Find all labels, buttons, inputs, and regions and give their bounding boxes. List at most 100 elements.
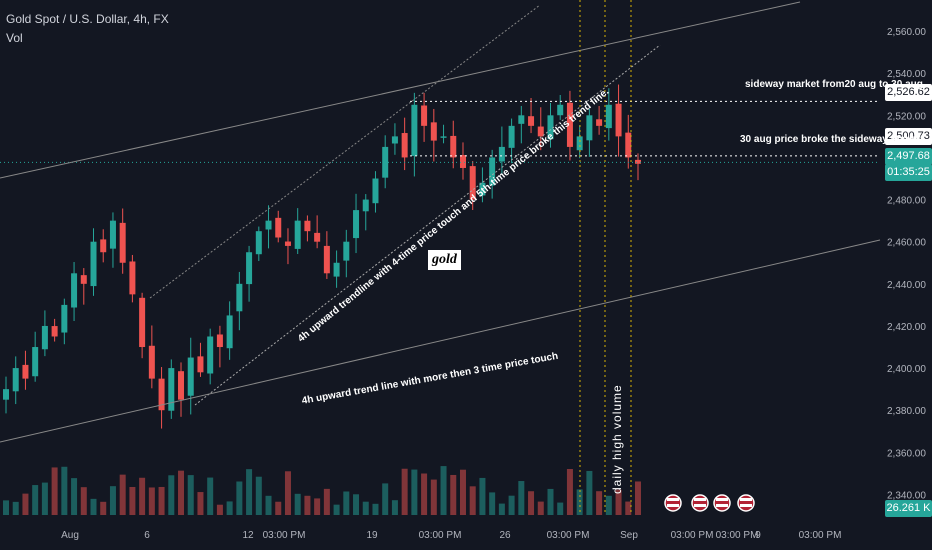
volume-bar	[148, 487, 155, 515]
flag-stripe	[716, 504, 728, 507]
candle-body	[343, 241, 350, 261]
volume-bar	[158, 486, 165, 515]
us-flag-icon[interactable]	[737, 494, 755, 512]
candle-body	[401, 133, 408, 158]
price-tick-label: 2,460.00	[887, 238, 926, 249]
candle-body	[528, 116, 535, 126]
volume-bar	[401, 468, 408, 515]
candle-body	[139, 297, 146, 348]
candle-body	[382, 146, 389, 178]
volume-bar	[51, 467, 58, 515]
time-tick-label: 03:00 PM	[547, 530, 590, 541]
volume-bar	[528, 491, 535, 515]
volume-bar	[635, 481, 641, 515]
volume-bar	[226, 501, 233, 515]
candle-body	[119, 222, 126, 263]
volume-bar	[557, 502, 564, 515]
us-flag-icon[interactable]	[664, 494, 682, 512]
sideway-annotation[interactable]: sideway market from20 aug to 30 aug	[745, 79, 923, 90]
candle-body	[421, 105, 428, 126]
channel-upper-line[interactable]	[149, 4, 541, 299]
volume-bar	[586, 470, 593, 515]
candle-body	[372, 178, 379, 204]
candle-body	[284, 241, 291, 246]
candle-body	[71, 273, 78, 308]
price-tick-label: 2,380.00	[887, 406, 926, 417]
candle-body	[100, 239, 107, 253]
volume-bar	[12, 501, 19, 515]
candle-body	[22, 364, 29, 379]
candle-body	[440, 136, 447, 138]
chart-title: Gold Spot / U.S. Dollar, 4h, FX	[6, 12, 169, 26]
candle-body	[489, 157, 496, 186]
candle-body	[625, 132, 632, 158]
candle-body	[109, 220, 116, 249]
candle-body	[158, 378, 165, 411]
price-tick-label: 2,340.00	[887, 490, 926, 501]
volume-bar	[498, 503, 505, 515]
us-flag-icon[interactable]	[713, 494, 731, 512]
time-tick-label: 03:00 PM	[419, 530, 462, 541]
volume-bar	[362, 501, 369, 515]
volume-bar	[323, 488, 330, 515]
price-tick-label: 2,520.00	[887, 111, 926, 122]
candle-body	[586, 115, 593, 141]
symbol-annotation[interactable]: gold	[428, 250, 461, 270]
current-price-tag: 2,497.68	[885, 148, 932, 165]
candle-body	[459, 155, 466, 168]
time-tick-label: 6	[144, 530, 150, 541]
flag-stripe	[667, 498, 679, 501]
volume-bar	[236, 481, 243, 515]
sideway-price-tag: 2,526.62	[885, 84, 932, 101]
volume-bar	[255, 476, 262, 515]
price-tick-label: 2,360.00	[887, 448, 926, 459]
time-tick-label: 12	[242, 530, 254, 541]
time-tick-label: Aug	[61, 530, 79, 541]
volume-bar	[61, 466, 68, 515]
candle-body	[90, 241, 97, 287]
time-tick-label: 03:00 PM	[263, 530, 306, 541]
broke-annotation[interactable]: 30 aug price broke the sideway market.	[740, 134, 927, 145]
volume-bar	[411, 469, 418, 515]
candle-body	[216, 334, 223, 348]
us-flag-icon[interactable]	[691, 494, 709, 512]
candle-body	[391, 136, 398, 144]
volume-bar	[489, 492, 496, 515]
volume-annotation[interactable]: daily high volume	[610, 384, 624, 494]
volume-bar	[353, 494, 360, 515]
volume-indicator-label[interactable]: Vol	[6, 31, 23, 45]
volume-bar	[615, 489, 622, 515]
candle-body	[3, 389, 9, 400]
time-tick-label: 03:00 PM	[671, 530, 714, 541]
long-upper-line[interactable]	[0, 1, 801, 179]
time-tick-label: Sep	[620, 530, 638, 541]
candle-body	[197, 356, 204, 373]
candle-body	[469, 166, 476, 200]
candle-body	[566, 102, 573, 147]
candle-body	[207, 336, 214, 374]
time-tick-label: 03:00 PM	[799, 530, 842, 541]
volume-bar	[537, 501, 544, 515]
volume-bar	[459, 469, 466, 515]
volume-bar	[605, 495, 612, 515]
time-tick-label: 26	[499, 530, 511, 541]
candle-body	[255, 231, 262, 255]
volume-bar	[197, 492, 204, 515]
time-tick-label: 9	[755, 530, 761, 541]
countdown-tag: 01:35:25	[885, 164, 932, 181]
volume-bar	[187, 475, 194, 515]
candle-body	[12, 368, 19, 392]
flag-stripe	[694, 498, 706, 501]
candle-body	[450, 135, 457, 158]
candle-body	[333, 262, 340, 277]
volume-bar	[508, 495, 515, 515]
candle-body	[430, 122, 437, 141]
candle-body	[362, 199, 369, 212]
volume-bar	[391, 500, 398, 515]
candle-body	[61, 304, 68, 333]
volume-value-tag: 26.261 K	[885, 500, 932, 517]
candle-body	[51, 326, 58, 337]
uptrend3-line[interactable]	[0, 239, 881, 443]
